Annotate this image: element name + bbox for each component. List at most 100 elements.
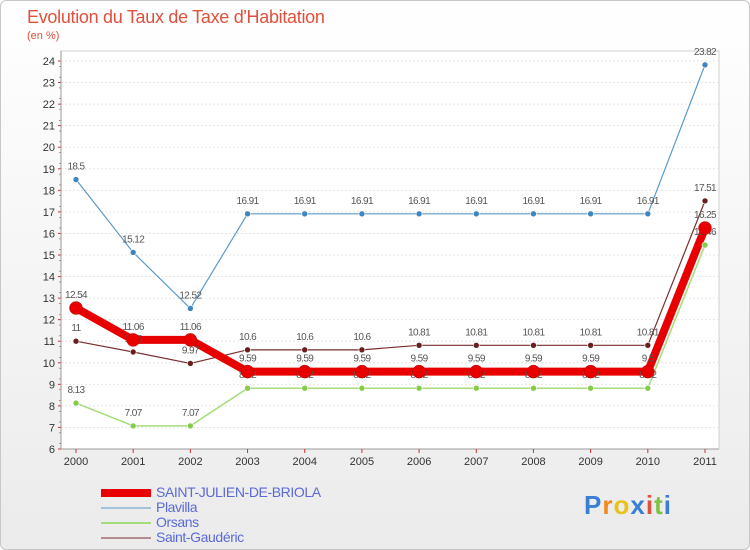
data-point <box>358 384 366 392</box>
data-point <box>701 197 709 205</box>
data-point <box>644 384 652 392</box>
data-point <box>701 241 709 249</box>
data-label: 16.91 <box>465 196 488 207</box>
series-line-orsans <box>75 244 706 427</box>
x-tick-label: 2011 <box>693 456 717 468</box>
data-point <box>183 333 198 347</box>
x-tick-label: 2009 <box>578 456 602 468</box>
data-label: 9.59 <box>525 354 543 365</box>
series-line-plavilla <box>75 64 706 310</box>
data-label: 16.91 <box>580 196 603 207</box>
data-point <box>72 176 80 183</box>
data-point <box>469 364 484 379</box>
legend-label: Orsans <box>156 514 199 530</box>
y-tick-label: 14 <box>43 272 55 284</box>
data-label: 12.54 <box>65 290 88 301</box>
data-label: 16.91 <box>294 196 317 207</box>
data-point <box>415 384 423 392</box>
data-label: 10.81 <box>522 327 545 338</box>
y-tick-label: 10 <box>43 358 55 370</box>
data-label: 9.59 <box>296 354 314 365</box>
data-label: 16.91 <box>351 196 374 207</box>
data-point <box>415 342 423 349</box>
logo-letter: o <box>613 490 631 520</box>
data-label: 16.91 <box>237 196 260 207</box>
y-tick-label: 7 <box>49 422 55 434</box>
data-label: 11 <box>71 323 81 334</box>
y-tick-label: 18 <box>43 185 55 197</box>
data-point <box>587 384 594 392</box>
data-point <box>72 399 80 407</box>
data-point <box>187 422 194 430</box>
unit-label: (en %) <box>27 30 60 42</box>
y-tick-label: 13 <box>43 293 55 305</box>
data-point <box>355 364 369 379</box>
data-point <box>129 422 137 430</box>
data-label: 16.91 <box>522 196 545 207</box>
logo-letter: P <box>584 490 603 520</box>
y-tick-label: 16 <box>43 228 55 240</box>
data-point <box>301 384 309 392</box>
data-point <box>587 210 594 218</box>
data-point <box>644 210 652 218</box>
data-point <box>187 305 194 312</box>
data-point <box>240 364 255 379</box>
data-point <box>587 342 594 349</box>
legend-swatch <box>101 521 151 524</box>
data-label: 16.91 <box>408 196 431 207</box>
data-label: 11.06 <box>180 322 202 333</box>
data-label: 7.07 <box>125 408 143 419</box>
data-point <box>126 333 140 347</box>
data-point <box>530 342 537 349</box>
legend-swatch <box>101 537 151 538</box>
data-label: 9.97 <box>182 345 200 356</box>
y-tick-label: 15 <box>43 250 55 262</box>
data-point <box>301 210 309 218</box>
logo-letter: t <box>654 490 664 520</box>
data-point <box>244 210 251 218</box>
y-tick-label: 11 <box>44 336 55 348</box>
data-label: 10.81 <box>580 327 603 338</box>
legend-label: Plavilla <box>156 499 198 515</box>
data-point <box>297 364 312 379</box>
data-point <box>129 348 137 356</box>
data-point <box>358 346 366 354</box>
data-point <box>583 364 598 379</box>
data-label: 10.6 <box>353 332 371 343</box>
data-label: 9.5 <box>642 354 655 365</box>
data-point <box>187 360 194 367</box>
plot-area <box>60 50 720 450</box>
chart-title: Evolution du Taux de Taxe d'Habitation <box>27 7 325 27</box>
data-point <box>698 221 712 235</box>
data-point <box>412 364 426 379</box>
y-tick-label: 12 <box>43 315 55 327</box>
y-tick-label: 21 <box>43 121 55 133</box>
data-point <box>244 346 251 354</box>
series-line-saint-gaud-ric <box>75 200 706 365</box>
data-point <box>69 301 83 315</box>
x-tick-label: 2010 <box>636 456 660 468</box>
x-tick-label: 2006 <box>407 456 431 468</box>
data-label: 9.59 <box>582 354 600 365</box>
y-tick-label: 8 <box>49 401 55 413</box>
data-point <box>415 210 423 218</box>
y-tick-label: 23 <box>43 78 55 90</box>
data-point <box>244 384 251 392</box>
data-point <box>472 210 480 218</box>
data-point <box>526 364 541 379</box>
data-label: 11.06 <box>123 322 145 333</box>
data-label: 9.59 <box>468 354 486 365</box>
legend-label: SAINT-JULIEN-DE-BRIOLA <box>156 484 321 500</box>
data-label: 23.82 <box>694 47 717 58</box>
data-point <box>641 364 655 379</box>
x-tick-label: 2005 <box>350 456 374 468</box>
data-label: 10.6 <box>239 332 257 343</box>
data-label: 16.25 <box>694 210 717 221</box>
data-label: 9.59 <box>353 354 371 365</box>
y-tick-label: 24 <box>43 56 55 68</box>
data-point <box>129 249 137 256</box>
data-point <box>644 342 652 349</box>
y-tick-label: 19 <box>43 164 55 176</box>
